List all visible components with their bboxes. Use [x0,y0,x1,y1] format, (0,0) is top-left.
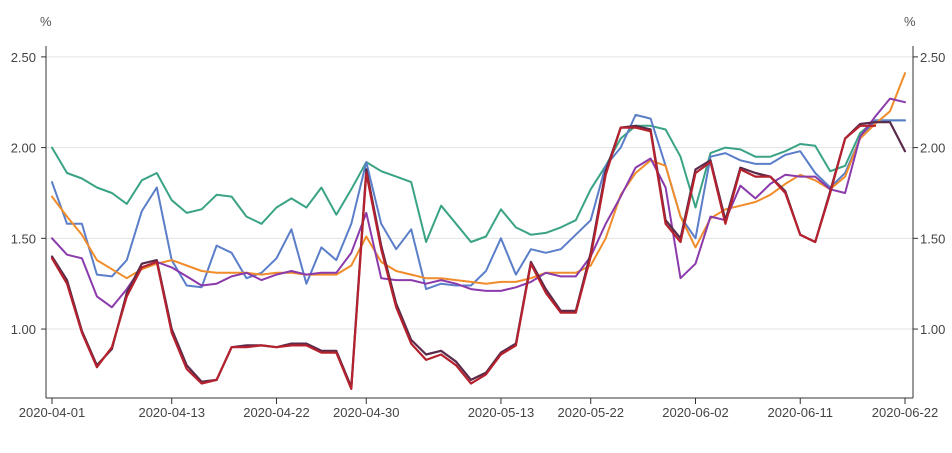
y-tick-label-right: 2.50 [920,50,945,65]
y-tick-label-left: 1.50 [11,231,36,246]
y-tick-label-right: 1.50 [920,231,945,246]
series-line-6 [50,124,877,390]
x-tick-label: 2020-04-22 [243,405,310,420]
series-line-1 [51,119,906,243]
x-tick-label: 2020-04-30 [333,405,400,420]
y-tick-label-right: 2.00 [920,141,945,156]
gridlines [41,56,918,330]
x-tick-label: 2020-06-02 [662,405,729,420]
series-line-2 [51,113,906,291]
x-tick-label: 2020-06-11 [767,405,833,420]
series-line-5 [50,121,907,389]
tick-labels: 1.00 1.00 1.50 1.50 2.00 2.00 2.50 2.50 2020-04-… [11,50,946,420]
series-line-3 [51,72,906,285]
y-tick-label-left: 2.50 [11,50,36,65]
y-tick-label-left: 2.00 [11,141,36,156]
axes: % % [40,14,916,399]
x-tick-label: 2020-05-13 [468,405,535,420]
x-tick-label: 2020-06-22 [872,405,939,420]
x-tick-label: 2020-04-13 [138,405,205,420]
x-tick-label: 2020-04-01 [19,405,86,420]
left-y-unit-label: % [40,14,52,29]
series-lines [50,72,907,390]
right-y-unit-label: % [904,14,916,29]
y-tick-label-right: 1.00 [920,322,945,337]
y-tick-label-left: 1.00 [11,322,36,337]
series-line-4 [51,97,906,309]
x-tick-label: 2020-05-22 [557,405,624,420]
